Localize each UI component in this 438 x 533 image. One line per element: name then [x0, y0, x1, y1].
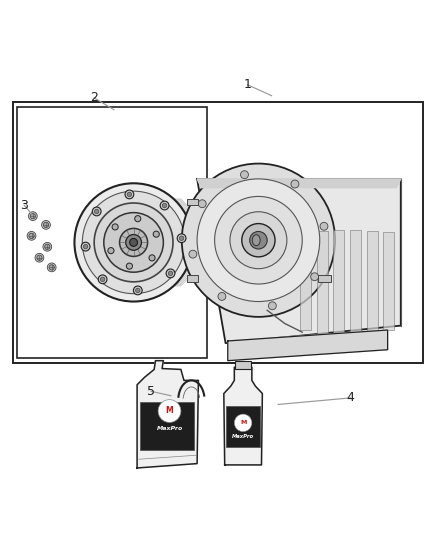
Circle shape	[108, 248, 114, 254]
Circle shape	[250, 231, 267, 249]
Circle shape	[311, 273, 318, 281]
Circle shape	[197, 179, 320, 302]
Bar	[317, 231, 328, 335]
Circle shape	[28, 212, 37, 221]
Circle shape	[125, 190, 134, 199]
Circle shape	[242, 223, 275, 257]
Circle shape	[134, 286, 142, 295]
Bar	[187, 199, 198, 205]
Text: 5: 5	[147, 385, 155, 398]
Polygon shape	[197, 179, 401, 188]
Circle shape	[92, 207, 101, 216]
Circle shape	[168, 271, 173, 276]
Circle shape	[37, 255, 42, 260]
Bar	[300, 232, 311, 329]
Circle shape	[49, 265, 54, 270]
Circle shape	[43, 222, 49, 228]
Circle shape	[291, 180, 299, 188]
Circle shape	[30, 214, 35, 219]
Circle shape	[82, 191, 185, 294]
Circle shape	[177, 234, 186, 243]
Circle shape	[135, 216, 141, 222]
Circle shape	[136, 288, 140, 293]
Circle shape	[83, 245, 88, 249]
Circle shape	[126, 263, 132, 269]
Text: 3: 3	[20, 199, 28, 212]
Circle shape	[189, 250, 197, 258]
Bar	[226, 406, 260, 447]
Circle shape	[218, 293, 226, 301]
Circle shape	[240, 171, 248, 179]
Circle shape	[94, 203, 173, 282]
Circle shape	[182, 164, 335, 317]
Text: MaxPro: MaxPro	[156, 426, 183, 431]
Bar	[187, 275, 198, 282]
Polygon shape	[137, 361, 198, 468]
Circle shape	[215, 197, 302, 284]
Circle shape	[45, 244, 50, 249]
Bar	[140, 402, 194, 450]
Circle shape	[81, 242, 90, 251]
Text: M: M	[166, 406, 173, 415]
Circle shape	[234, 414, 252, 432]
Circle shape	[35, 253, 44, 262]
Circle shape	[112, 224, 118, 230]
Circle shape	[160, 201, 169, 210]
Circle shape	[162, 203, 167, 208]
Circle shape	[230, 212, 287, 269]
Circle shape	[120, 229, 148, 256]
Text: MaxPro: MaxPro	[232, 434, 254, 439]
Circle shape	[104, 213, 163, 272]
Circle shape	[27, 231, 36, 240]
Text: 2: 2	[90, 91, 98, 104]
Circle shape	[158, 400, 181, 423]
Bar	[383, 232, 394, 329]
Circle shape	[149, 255, 155, 261]
Text: 4: 4	[346, 391, 354, 405]
Bar	[17, 107, 207, 359]
Circle shape	[126, 235, 141, 251]
Circle shape	[100, 277, 105, 281]
Circle shape	[198, 200, 206, 208]
Bar	[333, 230, 344, 341]
Circle shape	[47, 263, 56, 272]
Circle shape	[320, 222, 328, 230]
Bar	[235, 361, 251, 368]
Bar	[350, 230, 361, 341]
Circle shape	[180, 236, 184, 240]
Circle shape	[130, 238, 138, 246]
Circle shape	[43, 243, 52, 251]
Bar	[318, 274, 332, 282]
Bar	[367, 231, 378, 335]
Ellipse shape	[252, 235, 260, 246]
Circle shape	[42, 221, 50, 229]
Circle shape	[74, 183, 193, 302]
Polygon shape	[228, 330, 388, 361]
Circle shape	[95, 209, 99, 214]
Text: M: M	[240, 420, 246, 425]
Bar	[13, 102, 423, 363]
Circle shape	[29, 233, 34, 238]
Circle shape	[268, 302, 276, 310]
Polygon shape	[197, 179, 401, 343]
Text: 1: 1	[244, 78, 251, 91]
Polygon shape	[224, 367, 262, 465]
Circle shape	[127, 192, 131, 197]
Circle shape	[166, 269, 175, 278]
Circle shape	[98, 275, 107, 284]
Circle shape	[153, 231, 159, 237]
